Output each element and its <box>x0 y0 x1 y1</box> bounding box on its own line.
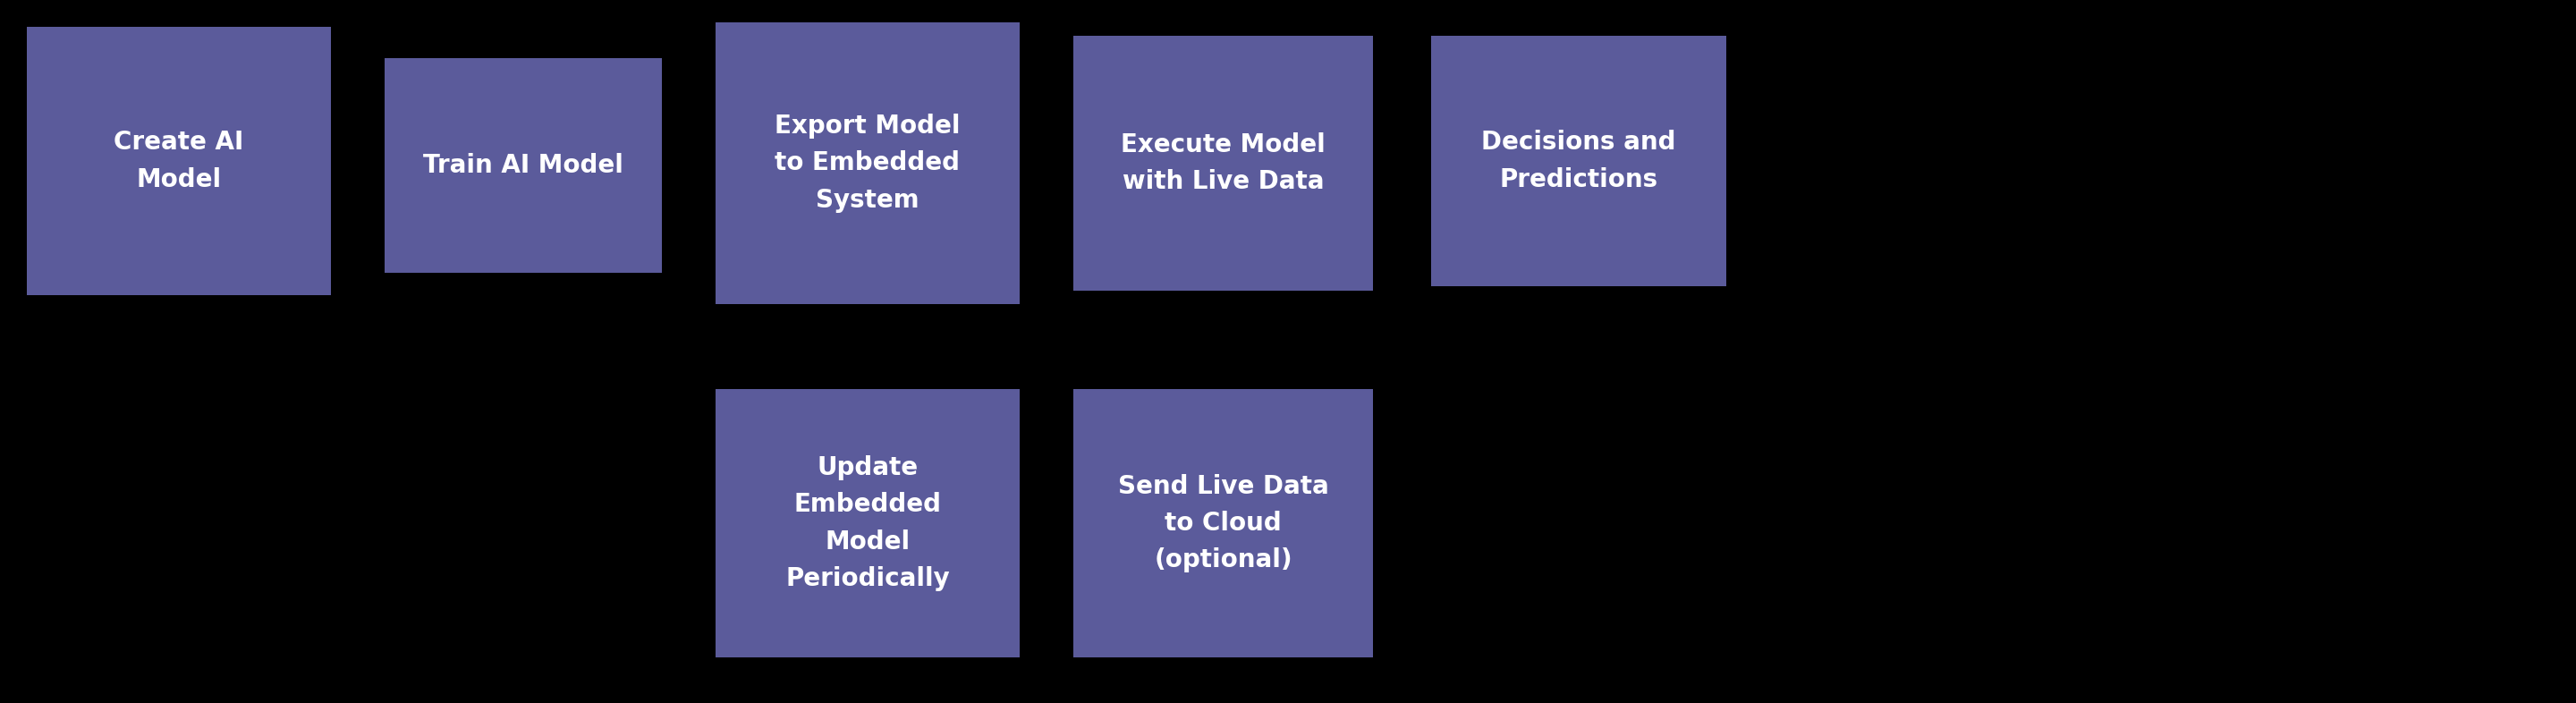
Text: Export Model
to Embedded
System: Export Model to Embedded System <box>775 114 961 212</box>
FancyBboxPatch shape <box>1074 36 1373 290</box>
FancyBboxPatch shape <box>716 389 1020 657</box>
Text: Train AI Model: Train AI Model <box>422 153 623 178</box>
FancyBboxPatch shape <box>384 58 662 273</box>
Text: Update
Embedded
Model
Periodically: Update Embedded Model Periodically <box>786 456 951 591</box>
FancyBboxPatch shape <box>1432 36 1726 286</box>
FancyBboxPatch shape <box>1074 389 1373 657</box>
Text: Create AI
Model: Create AI Model <box>113 130 245 192</box>
Text: Decisions and
Predictions: Decisions and Predictions <box>1481 130 1677 192</box>
FancyBboxPatch shape <box>716 22 1020 304</box>
Text: Send Live Data
to Cloud
(optional): Send Live Data to Cloud (optional) <box>1118 474 1329 573</box>
Text: Execute Model
with Live Data: Execute Model with Live Data <box>1121 132 1327 194</box>
FancyBboxPatch shape <box>26 27 330 295</box>
